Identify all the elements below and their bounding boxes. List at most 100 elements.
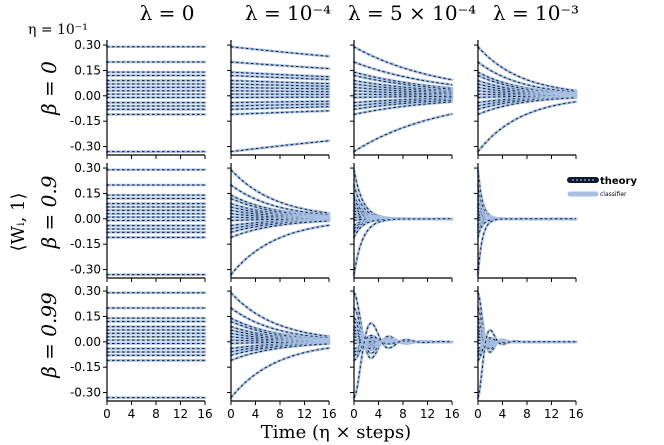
x-tick-label: 8 — [152, 407, 160, 421]
classifier-line-r0-c1-13 — [229, 109, 331, 116]
row-label-beta-0.9: β = 0.9 — [37, 175, 61, 249]
theory-line-r0-c1-0 — [230, 46, 330, 57]
theory-line-r1-c1-0 — [230, 169, 330, 214]
row-label-beta-0.99: β = 0.99 — [37, 292, 61, 379]
y-tick-label: 0.30 — [74, 161, 101, 175]
x-tick-label: 4 — [252, 407, 260, 421]
x-tick-label: 4 — [375, 407, 383, 421]
classifier-line-r0-c1-12 — [229, 105, 331, 111]
x-tick-label: 12 — [544, 407, 559, 421]
theory-line-r1-c3-14 — [477, 218, 576, 275]
subplot-r1-c2 — [350, 163, 454, 282]
y-tick-label: 0.30 — [74, 38, 101, 52]
x-axis-label: Time (η × steps) — [261, 422, 411, 443]
y-tick-label: -0.30 — [70, 263, 101, 277]
y-tick-label: 0.00 — [74, 89, 101, 103]
subplot-r0-c3 — [474, 40, 578, 159]
theory-line-r0-c2-13 — [353, 101, 453, 115]
theory-line-r0-c1-10 — [230, 100, 330, 104]
classifier-line-r1-c3-0 — [476, 168, 578, 221]
theory-line-r0-c1-3 — [230, 75, 330, 80]
theory-line-r0-c1-14 — [230, 140, 330, 153]
theory-line-r0-c3-3 — [477, 75, 577, 95]
subplot-r2-c3: 0 4 8 12 16 — [474, 286, 584, 421]
x-tick-label: 16 — [568, 407, 583, 421]
x-tick-label: 0 — [227, 407, 235, 421]
theory-line-r1-c1-13 — [230, 220, 330, 238]
eta-label: η = 10⁻¹ — [28, 22, 88, 38]
subplot-r0-c1 — [227, 40, 331, 159]
classifier-line-r0-c3-1 — [476, 60, 578, 94]
theory-line-r0-c1-2 — [230, 71, 330, 78]
x-tick-label: 4 — [499, 407, 507, 421]
y-tick-label: -0.30 — [70, 386, 101, 400]
theory-line-r1-c2-14 — [353, 218, 452, 275]
theory-line-r0-c1-6 — [230, 86, 330, 90]
theory-line-r2-c1-12 — [230, 342, 330, 356]
theory-line-r0-c2-0 — [353, 46, 453, 81]
theory-line-r0-c2-5 — [353, 83, 453, 93]
theory-line-r0-c1-12 — [230, 106, 330, 110]
classifier-line-r1-c3-1 — [476, 183, 578, 221]
x-tick-label: 8 — [276, 407, 284, 421]
x-tick-label: 0 — [103, 407, 111, 421]
x-tick-label: 16 — [321, 407, 336, 421]
y-axis-label: ⟨Wᵢ, 1⟩ — [8, 192, 29, 251]
theory-line-r2-c1-0 — [230, 292, 330, 337]
subplot-r0-c0: 0.30 0.15 0.00 -0.15 -0.30 — [70, 38, 207, 159]
column-title-lambda-1e-4: λ = 10⁻⁴ — [245, 1, 331, 25]
y-tick-label: 0.00 — [74, 335, 101, 349]
classifier-line-r1-c3-2 — [476, 193, 578, 221]
x-tick-label: 16 — [197, 407, 212, 421]
theory-line-r0-c2-12 — [353, 99, 453, 110]
x-tick-label: 12 — [420, 407, 435, 421]
theory-line-r2-c3-14 — [477, 329, 576, 398]
theory-line-r1-c3-1 — [477, 184, 576, 220]
subplot-grid: 0.30 0.15 0.00 -0.15 -0.30 0.30 0.15 0.00 -0.15 -… — [70, 38, 584, 421]
theory-line-r2-c1-3 — [230, 321, 330, 341]
theory-line-r0-c3-14 — [477, 101, 577, 152]
theory-line-r1-c3-2 — [477, 195, 576, 220]
y-tick-label: -0.30 — [70, 140, 101, 154]
theory-line-r1-c1-1 — [230, 184, 330, 216]
y-tick-label: 0.30 — [74, 284, 101, 298]
x-tick-label: 12 — [173, 407, 188, 421]
classifier-line-r0-c2-14 — [352, 112, 454, 153]
theory-line-r0-c1-11 — [230, 103, 330, 107]
theory-line-r0-c2-4 — [353, 80, 453, 92]
theory-line-r1-c1-14 — [230, 224, 330, 275]
x-tick-label: 0 — [474, 407, 482, 421]
x-tick-label: 8 — [399, 407, 407, 421]
theory-line-r0-c3-13 — [477, 97, 577, 115]
classifier-line-r1-c3-14 — [476, 217, 578, 276]
classifier-line-r0-c1-7 — [229, 89, 331, 94]
y-tick-label: 0.00 — [74, 212, 101, 226]
theory-line-r0-c1-5 — [230, 83, 330, 87]
classifier-line-r1-c2-14 — [352, 217, 454, 276]
classifier-line-r0-c1-6 — [229, 86, 331, 91]
theory-line-r0-c2-7 — [353, 90, 453, 95]
column-title-lambda-0: λ = 0 — [140, 1, 195, 25]
theory-line-r2-c2-14 — [353, 322, 453, 398]
x-tick-label: 4 — [128, 407, 136, 421]
legend-classifier-label: classifier — [600, 191, 627, 198]
theory-line-r0-c3-12 — [477, 96, 577, 110]
y-tick-label: 0.15 — [74, 186, 101, 200]
legend: theory classifier — [567, 176, 637, 198]
subplot-r2-c0: 0.30 0.15 0.00 -0.15 -0.300 4 8 12 16 — [70, 284, 213, 421]
theory-line-r2-c1-14 — [230, 347, 330, 398]
classifier-line-r0-c1-1 — [229, 60, 331, 70]
x-tick-label: 16 — [444, 407, 459, 421]
theory-line-r0-c2-1 — [353, 61, 453, 86]
theory-line-r0-c1-4 — [230, 80, 330, 85]
column-title-lambda-5e-4: λ = 5 × 10⁻⁴ — [348, 1, 476, 25]
classifier-line-r2-c2-14 — [352, 321, 454, 399]
theory-line-r0-c1-13 — [230, 110, 330, 115]
y-tick-label: 0.15 — [74, 63, 101, 77]
theory-line-r0-c2-6 — [353, 86, 453, 94]
row-label-beta-0: β = 0 — [37, 61, 61, 116]
y-tick-label: -0.15 — [70, 237, 101, 251]
column-title-lambda-1e-3: λ = 10⁻³ — [493, 1, 579, 25]
theory-line-r0-c2-2 — [353, 71, 453, 89]
subplot-r0-c2 — [350, 40, 454, 159]
